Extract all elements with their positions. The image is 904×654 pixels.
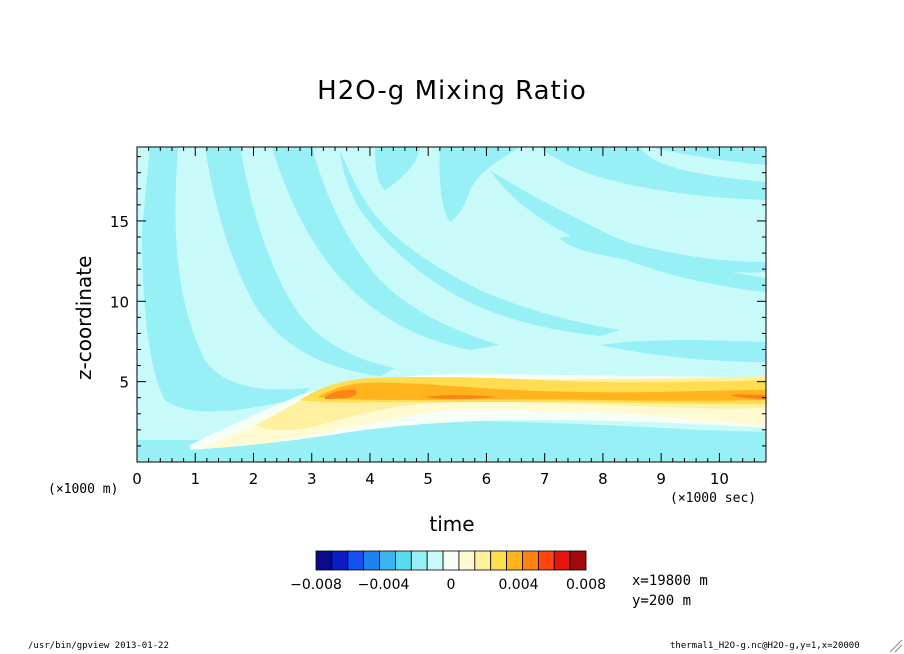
field-band-cyan bbox=[142, 147, 310, 412]
chart-title: H2O-g Mixing Ratio bbox=[317, 76, 587, 106]
x-tick-label: 9 bbox=[656, 470, 666, 488]
y-tick-label: 5 bbox=[119, 374, 129, 392]
colorbar-swatch bbox=[379, 550, 396, 571]
colorbar-swatch bbox=[537, 550, 555, 571]
field-band-cyan bbox=[650, 147, 766, 165]
colorbar-tick-label: 0.004 bbox=[498, 577, 538, 593]
colorbar: −0.008 −0.004 0 0.004 0.008 bbox=[290, 550, 606, 593]
field-band-cyan bbox=[540, 147, 766, 200]
colorbar-swatch bbox=[331, 550, 349, 571]
field-band-cyan bbox=[137, 440, 766, 462]
field-band-cyan bbox=[272, 147, 500, 350]
y-axis-label: z-coordinate bbox=[72, 255, 96, 380]
colorbar-tick-label: −0.004 bbox=[358, 577, 410, 593]
field-band-cyan bbox=[490, 170, 766, 292]
field-band-dark-orange bbox=[425, 395, 500, 399]
x-axis-unit-right: (×1000 sec) bbox=[670, 491, 757, 506]
resize-grip-icon[interactable] bbox=[889, 639, 903, 653]
colorbar-tick-label: 0.008 bbox=[566, 577, 606, 593]
x-axis-label: time bbox=[429, 512, 475, 536]
field-band-dark-orange bbox=[730, 394, 766, 399]
field-band-orange bbox=[318, 382, 766, 401]
colorbar-swatch bbox=[395, 550, 412, 571]
colorbar-swatch bbox=[569, 550, 587, 571]
x-axis-unit-left: (×1000 m) bbox=[48, 482, 119, 497]
field-band-cyan bbox=[560, 235, 766, 273]
x-tick-label: 2 bbox=[249, 470, 259, 488]
x-tick-label: 0 bbox=[132, 470, 142, 488]
x-position-info: x=19800 m bbox=[632, 573, 708, 589]
colorbar-swatch bbox=[490, 550, 507, 571]
y-tick-label: 10 bbox=[110, 293, 129, 311]
x-tick-label: 3 bbox=[307, 470, 317, 488]
footer-program-info: /usr/bin/gpview 2013-01-22 bbox=[28, 641, 169, 651]
field-band-cyan bbox=[340, 150, 620, 336]
x-tick-label: 8 bbox=[598, 470, 608, 488]
colorbar-swatch bbox=[553, 550, 571, 571]
x-tick-label: 5 bbox=[423, 470, 433, 488]
x-tick-label: 4 bbox=[365, 470, 375, 488]
colorbar-swatch bbox=[506, 550, 523, 571]
colorbar-tick-label: −0.008 bbox=[290, 577, 342, 593]
field-band-cyan bbox=[375, 147, 420, 190]
colorbar-swatch bbox=[458, 550, 476, 571]
axes: 0 1 2 3 4 5 6 7 8 9 10 5 10 15 bbox=[110, 147, 767, 488]
colorbar-swatch bbox=[315, 550, 333, 571]
field-band-cyan bbox=[300, 419, 766, 442]
footer-file-info: thermal1_H2O-g.nc@H2O-g,y=1,x=20000 bbox=[670, 641, 860, 651]
colorbar-swatch bbox=[363, 550, 380, 571]
field-band-cyan bbox=[439, 147, 520, 222]
x-tick-label: 10 bbox=[710, 470, 729, 488]
x-tick-label: 6 bbox=[482, 470, 492, 488]
field-band-cyan bbox=[600, 340, 766, 362]
colorbar-swatch bbox=[410, 550, 428, 571]
colorbar-swatch bbox=[347, 550, 365, 571]
heatmap-field bbox=[137, 147, 766, 462]
y-position-info: y=200 m bbox=[632, 593, 692, 609]
field-band-cyan bbox=[205, 147, 395, 376]
y-tick-label: 15 bbox=[110, 213, 129, 231]
colorbar-swatch bbox=[522, 550, 539, 571]
x-tick-label: 1 bbox=[190, 470, 200, 488]
colorbar-swatch bbox=[474, 550, 492, 571]
colorbar-tick-label: 0 bbox=[447, 577, 456, 593]
colorbar-swatch bbox=[442, 550, 460, 571]
field-band-dark-orange bbox=[325, 389, 357, 399]
colorbar-swatch bbox=[426, 550, 444, 571]
x-tick-label: 7 bbox=[540, 470, 550, 488]
